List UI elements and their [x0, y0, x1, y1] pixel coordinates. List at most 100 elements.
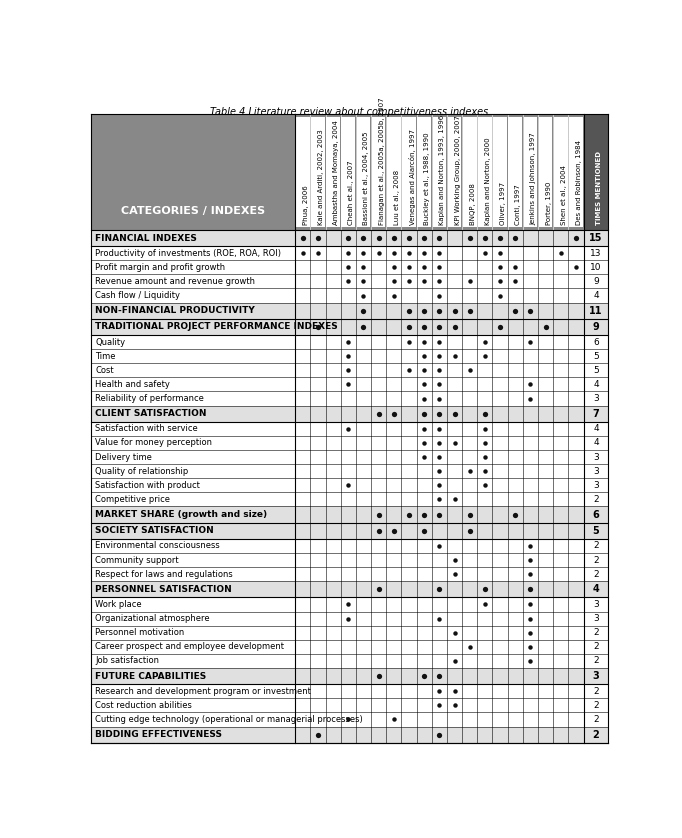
Text: FUTURE CAPABILITIES: FUTURE CAPABILITIES: [95, 671, 207, 680]
Bar: [91, 493, 608, 506]
Text: Shen et al., 2004: Shen et al., 2004: [561, 164, 567, 225]
Bar: [91, 539, 608, 553]
Text: 3: 3: [593, 394, 599, 403]
Bar: [584, 115, 608, 230]
Bar: [342, 117, 355, 227]
Bar: [91, 553, 608, 567]
Text: Profit margin and profit growth: Profit margin and profit growth: [95, 263, 226, 272]
Bar: [91, 391, 608, 406]
Text: Buckley et al., 1988, 1990: Buckley et al., 1988, 1990: [424, 132, 430, 225]
Bar: [539, 117, 552, 227]
Bar: [432, 117, 446, 227]
Bar: [372, 117, 385, 227]
Bar: [91, 450, 608, 464]
Text: Ambastha and Momaya, 2004: Ambastha and Momaya, 2004: [333, 120, 339, 225]
Text: Research and development program or investment: Research and development program or inve…: [95, 687, 311, 696]
Bar: [91, 246, 608, 261]
Bar: [91, 422, 608, 436]
Text: 15: 15: [589, 233, 603, 243]
Text: 9: 9: [593, 277, 599, 286]
Text: Kale and Arditi, 2002, 2003: Kale and Arditi, 2002, 2003: [318, 129, 324, 225]
Text: 5: 5: [593, 525, 599, 535]
Text: 4: 4: [593, 424, 599, 433]
Text: 2: 2: [593, 570, 599, 579]
Bar: [91, 567, 608, 582]
Text: 13: 13: [590, 249, 602, 258]
Bar: [478, 117, 492, 227]
Bar: [91, 464, 608, 478]
Bar: [554, 117, 567, 227]
Text: Kaplan and Norton, 1993, 1996: Kaplan and Norton, 1993, 1996: [439, 114, 445, 225]
Text: Productivity of investments (ROE, ROA, ROI): Productivity of investments (ROE, ROA, R…: [95, 249, 281, 258]
Text: Phua, 2006: Phua, 2006: [303, 185, 309, 225]
Text: 2: 2: [593, 730, 599, 740]
Text: 11: 11: [589, 306, 603, 316]
Bar: [417, 117, 431, 227]
Text: 2: 2: [593, 495, 599, 504]
Bar: [91, 626, 608, 639]
Text: 2: 2: [593, 642, 599, 651]
Text: Bassioni et al., 2004, 2005: Bassioni et al., 2004, 2005: [364, 131, 370, 225]
Bar: [447, 117, 461, 227]
Text: 6: 6: [593, 510, 599, 520]
Text: Revenue amount and revenue growth: Revenue amount and revenue growth: [95, 277, 255, 286]
Text: Venegas and Alarcón, 1997: Venegas and Alarcón, 1997: [409, 128, 416, 225]
Bar: [91, 727, 608, 742]
Text: Health and safety: Health and safety: [95, 380, 170, 389]
Text: 4: 4: [593, 380, 599, 389]
Text: Table 4 Literature review about competitiveness indexes: Table 4 Literature review about competit…: [211, 106, 488, 116]
Bar: [91, 303, 608, 318]
Text: 7: 7: [593, 409, 599, 419]
Text: 6: 6: [593, 338, 599, 347]
Text: Quality: Quality: [95, 338, 125, 347]
Bar: [296, 117, 310, 227]
Text: Environmental consciousness: Environmental consciousness: [95, 541, 220, 551]
Text: Satisfaction with product: Satisfaction with product: [95, 481, 201, 489]
Bar: [91, 597, 608, 612]
Text: Cash flow / Liquidity: Cash flow / Liquidity: [95, 291, 180, 300]
Text: BNQP, 2008: BNQP, 2008: [470, 183, 476, 225]
Bar: [91, 230, 608, 246]
Bar: [387, 117, 400, 227]
Text: Jenkins and Johnson, 1997: Jenkins and Johnson, 1997: [531, 132, 537, 225]
Text: Cost: Cost: [95, 366, 114, 375]
Text: Organizational atmosphere: Organizational atmosphere: [95, 614, 210, 623]
Text: 2: 2: [593, 556, 599, 565]
Text: 2: 2: [593, 701, 599, 710]
Text: 2: 2: [593, 628, 599, 637]
Text: 3: 3: [593, 481, 599, 489]
Text: 4: 4: [593, 584, 599, 594]
Text: Value for money perception: Value for money perception: [95, 438, 212, 447]
Bar: [91, 288, 608, 303]
Text: Quality of relationship: Quality of relationship: [95, 467, 189, 476]
Bar: [91, 654, 608, 668]
Bar: [463, 117, 477, 227]
Bar: [326, 117, 340, 227]
Text: Personnel motivation: Personnel motivation: [95, 628, 185, 637]
Text: Luu et al., 2008: Luu et al., 2008: [394, 169, 400, 225]
Text: 3: 3: [593, 600, 599, 609]
Bar: [311, 117, 325, 227]
Bar: [91, 506, 608, 523]
Text: 5: 5: [593, 366, 599, 375]
Bar: [91, 318, 608, 335]
Text: Porter, 1990: Porter, 1990: [546, 181, 552, 225]
Text: Conti, 1997: Conti, 1997: [515, 184, 521, 225]
Bar: [524, 117, 537, 227]
Text: 2: 2: [593, 687, 599, 696]
Text: 4: 4: [593, 438, 599, 447]
Bar: [357, 117, 370, 227]
Text: TRADITIONAL PROJECT PERFORMANCE INDEXES: TRADITIONAL PROJECT PERFORMANCE INDEXES: [95, 323, 338, 331]
Text: Community support: Community support: [95, 556, 179, 565]
Text: BIDDING EFFECTIVENESS: BIDDING EFFECTIVENESS: [95, 730, 222, 739]
Text: Competitive price: Competitive price: [95, 495, 170, 504]
Text: CLIENT SATISFACTION: CLIENT SATISFACTION: [95, 409, 207, 418]
Bar: [91, 582, 608, 597]
Text: 3: 3: [593, 467, 599, 476]
Bar: [91, 377, 608, 391]
Bar: [91, 612, 608, 626]
Bar: [402, 117, 416, 227]
Text: 2: 2: [593, 541, 599, 551]
Bar: [91, 274, 608, 288]
Bar: [91, 436, 608, 450]
